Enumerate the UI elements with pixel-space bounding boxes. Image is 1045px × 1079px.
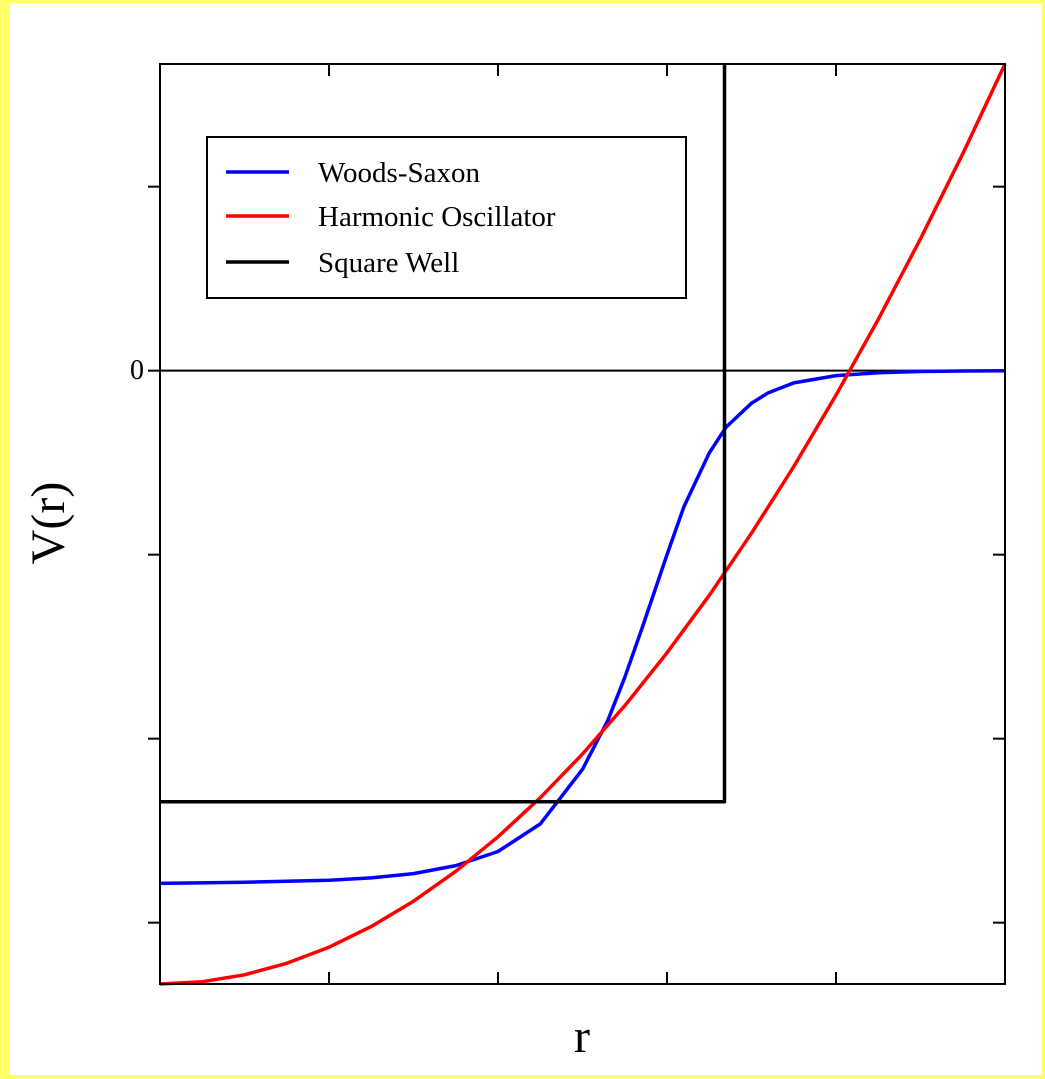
legend-label-harmonic-oscillator: Harmonic Oscillator [318,201,556,233]
series-layer [159,63,1007,986]
y-tick-label-0: 0 [130,355,144,386]
series-line-woods-saxon [159,369,1006,886]
legend-label-woods-saxon: Woods-Saxon [318,157,480,189]
x-axis-title: r [574,1010,590,1063]
series-line-square-well [160,64,727,804]
y-axis-title: V(r) [22,482,75,565]
legend: Woods-Saxon Harmonic Oscillator Square W… [206,136,687,299]
series-line-harmonic-oscillator [159,63,1007,986]
plot-area [159,63,1006,985]
legend-label-square-well: Square Well [318,247,459,279]
